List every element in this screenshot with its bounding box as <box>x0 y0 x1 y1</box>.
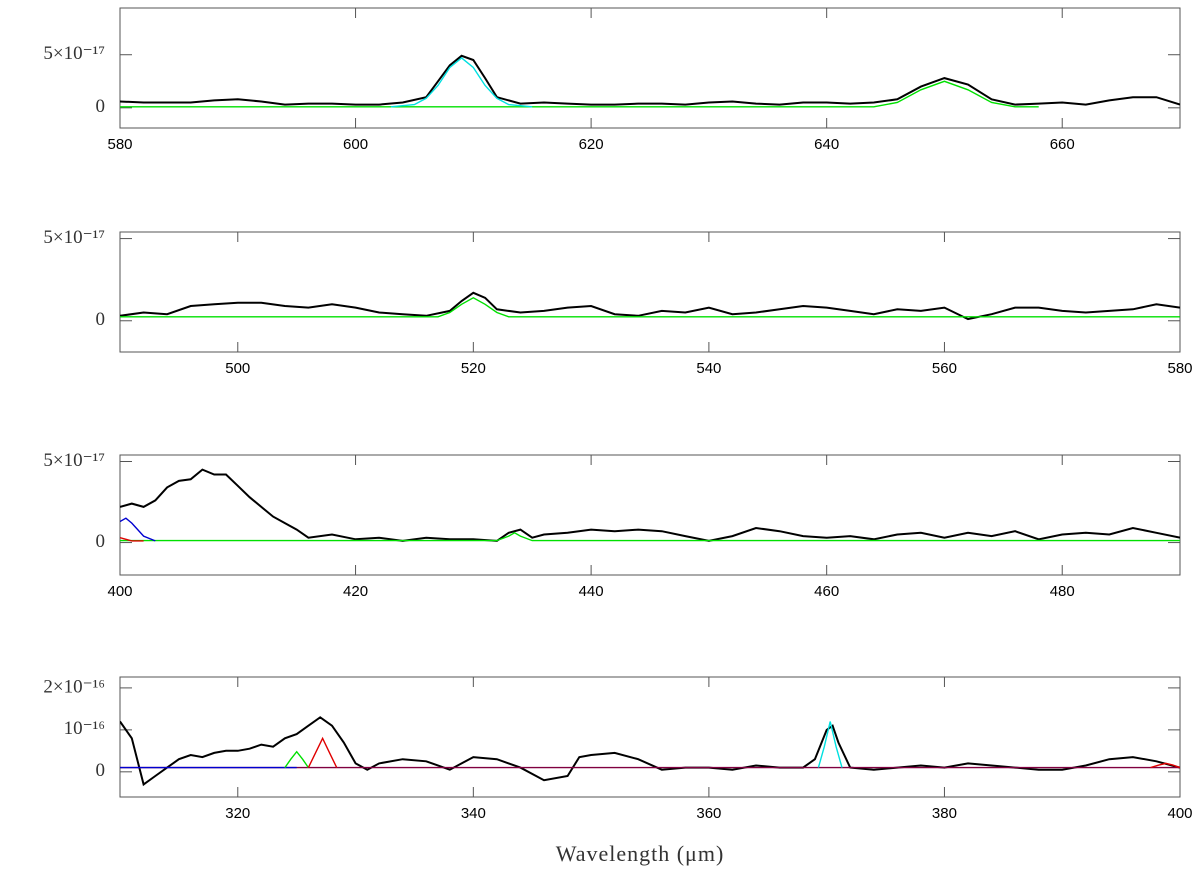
y-tick-label: 2×10⁻¹⁶ <box>43 676 105 697</box>
plot-frame <box>119 7 1181 129</box>
x-tick-label: 440 <box>579 583 604 600</box>
x-tick-label: 520 <box>461 360 486 377</box>
spectrum-line <box>1150 762 1180 769</box>
spectrum-line <box>390 56 533 108</box>
x-tick-label: 500 <box>225 360 250 377</box>
x-tick-label: 560 <box>932 360 957 377</box>
x-tick-label: 360 <box>696 805 721 822</box>
x-tick-label: 320 <box>225 805 250 822</box>
spectrum-line <box>120 531 1180 542</box>
y-tick-label: 5×10⁻¹⁷ <box>43 43 105 64</box>
y-tick-label: 0 <box>96 309 106 330</box>
x-tick-label: 660 <box>1050 136 1075 153</box>
spectrum-line <box>120 716 1180 787</box>
spectrum-line <box>120 537 144 542</box>
x-tick-label: 400 <box>107 583 132 600</box>
y-tick-label: 0 <box>96 760 106 781</box>
x-tick-label: 600 <box>343 136 368 153</box>
y-tick-label: 0 <box>96 531 106 552</box>
y-tick-label: 5×10⁻¹⁷ <box>43 227 105 248</box>
x-tick-label: 340 <box>461 805 486 822</box>
x-axis-label: Wavelength (μm) <box>556 841 725 866</box>
spectrum-line <box>307 736 338 768</box>
plot-frame <box>119 676 1181 798</box>
spectrum-line <box>120 297 1180 318</box>
plot-frame <box>119 454 1181 576</box>
x-tick-label: 580 <box>107 136 132 153</box>
plot-frame <box>119 231 1181 353</box>
spectrum-line <box>120 80 1039 108</box>
spectrum-line <box>120 291 1180 321</box>
spectrum-line <box>817 721 843 768</box>
spectrum-line <box>120 517 156 542</box>
y-tick-label: 10⁻¹⁶ <box>64 718 105 739</box>
x-tick-label: 640 <box>814 136 839 153</box>
x-tick-label: 580 <box>1167 360 1192 377</box>
x-tick-label: 620 <box>579 136 604 153</box>
y-tick-label: 5×10⁻¹⁷ <box>43 450 105 471</box>
x-tick-label: 460 <box>814 583 839 600</box>
x-tick-label: 420 <box>343 583 368 600</box>
y-tick-label: 0 <box>96 96 106 117</box>
spectrum-line <box>284 750 309 769</box>
x-tick-label: 400 <box>1167 805 1192 822</box>
spectrum-line <box>120 468 1180 542</box>
x-tick-label: 540 <box>696 360 721 377</box>
spectrum-line <box>120 54 1180 106</box>
x-tick-label: 480 <box>1050 583 1075 600</box>
x-tick-label: 380 <box>932 805 957 822</box>
